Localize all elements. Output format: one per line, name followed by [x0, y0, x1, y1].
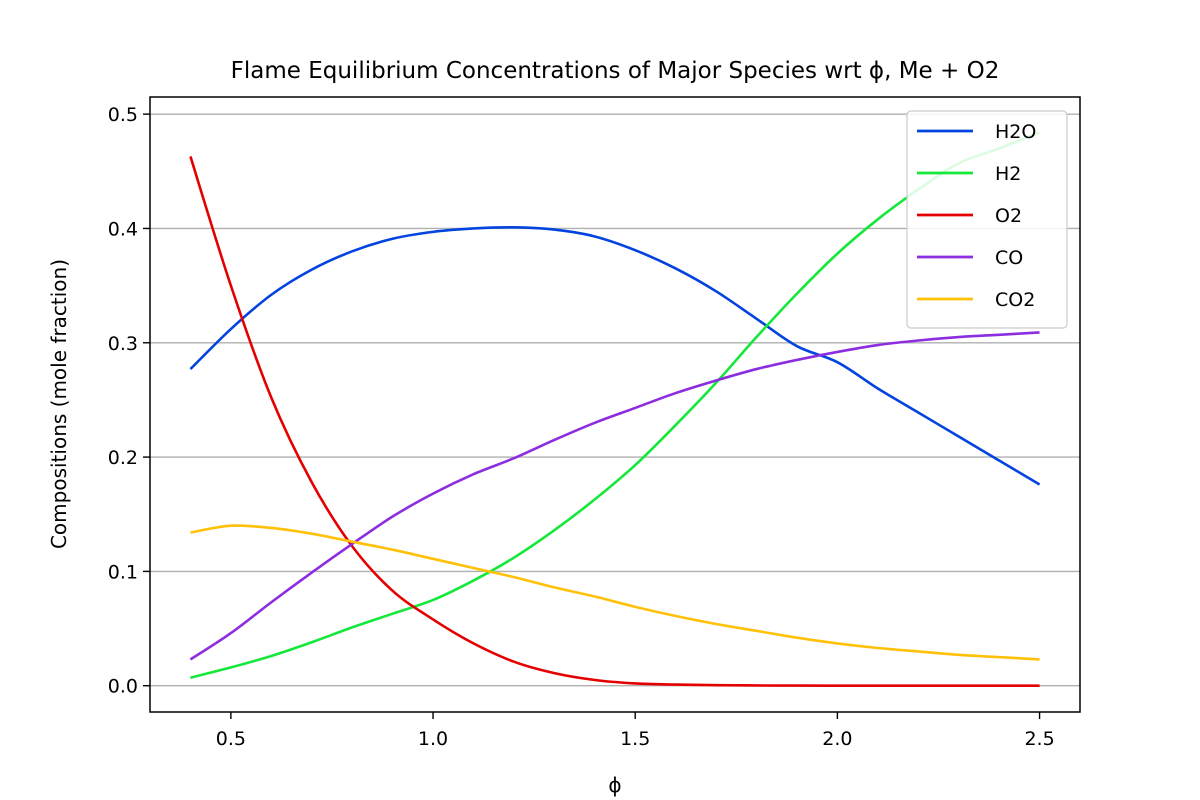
- x-tick-label: 2.5: [1024, 728, 1054, 750]
- series-lines: [189, 131, 1041, 688]
- legend-label-co2: CO2: [995, 289, 1035, 311]
- legend-label-h2: H2: [995, 163, 1021, 185]
- y-tick-label: 0.0: [108, 676, 138, 698]
- y-tick-label: 0.4: [108, 218, 138, 240]
- y-tick-label: 0.3: [108, 333, 138, 355]
- series-line-co2: [190, 524, 1040, 661]
- legend-label-h2o: H2O: [995, 121, 1036, 143]
- x-axis: 0.5 1.0 1.5 2.0 2.5: [216, 712, 1055, 750]
- y-tick-label: 0.1: [108, 561, 138, 583]
- legend-label-o2: O2: [995, 205, 1022, 227]
- legend-box: [906, 110, 1068, 329]
- x-tick-label: 2.0: [822, 728, 852, 750]
- y-tick-label: 0.5: [108, 104, 138, 126]
- y-axis: 0.0 0.1 0.2 0.3 0.4 0.5: [108, 104, 150, 698]
- legend: H2O H2 O2 CO CO2: [906, 110, 1068, 329]
- series-line-o2: [189, 156, 1040, 688]
- x-tick-label: 0.5: [216, 728, 246, 750]
- y-axis-label: Compositions (mole fraction): [47, 259, 71, 549]
- legend-label-co: CO: [995, 247, 1023, 269]
- series-line-co: [189, 331, 1040, 661]
- x-tick-label: 1.5: [620, 728, 650, 750]
- y-tick-label: 0.2: [108, 447, 138, 469]
- series-line-h2o: [189, 225, 1041, 486]
- plot-frame: [149, 96, 1081, 713]
- chart-title: Flame Equilibrium Concentrations of Majo…: [231, 58, 1000, 84]
- x-tick-label: 1.0: [418, 728, 448, 750]
- x-axis-label: ϕ: [608, 773, 621, 797]
- series-line-h2: [190, 131, 1041, 679]
